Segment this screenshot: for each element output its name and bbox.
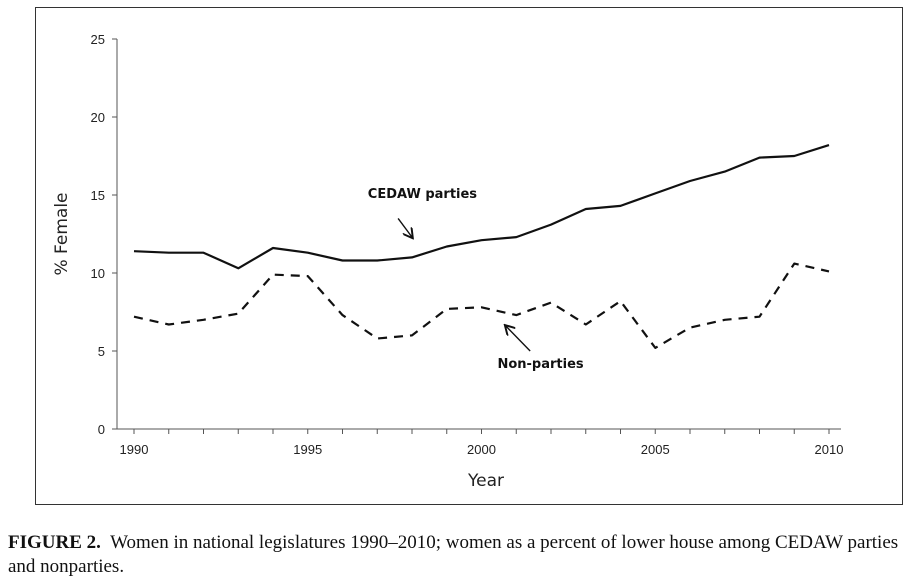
x-tick-label: 1995 (293, 442, 322, 457)
y-tick-label: 5 (98, 344, 105, 359)
y-tick-label: 20 (91, 110, 105, 125)
x-tick-label: 2005 (641, 442, 670, 457)
cedaw-parties-arrow (397, 217, 412, 237)
non-parties-label: Non-parties (497, 357, 583, 372)
caption-label: FIGURE 2. (8, 532, 101, 553)
chart-frame: 0 5 10 15 20 25 1990 1995 2000 2005 2010 Year % Fema… (35, 7, 903, 505)
y-tick-label: 15 (91, 188, 105, 203)
non-parties-arrow (506, 326, 531, 352)
figure-caption: FIGURE 2. Women in national legislatures… (8, 531, 908, 579)
x-tick-label: 2000 (467, 442, 496, 457)
y-tick-label: 10 (91, 266, 105, 281)
cedaw-parties-label: CEDAW parties (368, 187, 478, 202)
cedaw-parties-line (133, 144, 830, 270)
x-axis-title: Year (467, 471, 504, 491)
non-parties-line (133, 262, 830, 349)
line-chart: 0 5 10 15 20 25 1990 1995 2000 2005 2010 Year % Fema… (52, 32, 844, 491)
caption-text: Women in national legislatures 1990–2010… (8, 532, 899, 577)
y-tick-label: 25 (91, 32, 105, 47)
x-tick-label: 1990 (120, 442, 149, 457)
y-axis-title: % Female (52, 192, 72, 275)
y-tick-label: 0 (98, 422, 105, 437)
x-tick-label: 2010 (815, 442, 844, 457)
